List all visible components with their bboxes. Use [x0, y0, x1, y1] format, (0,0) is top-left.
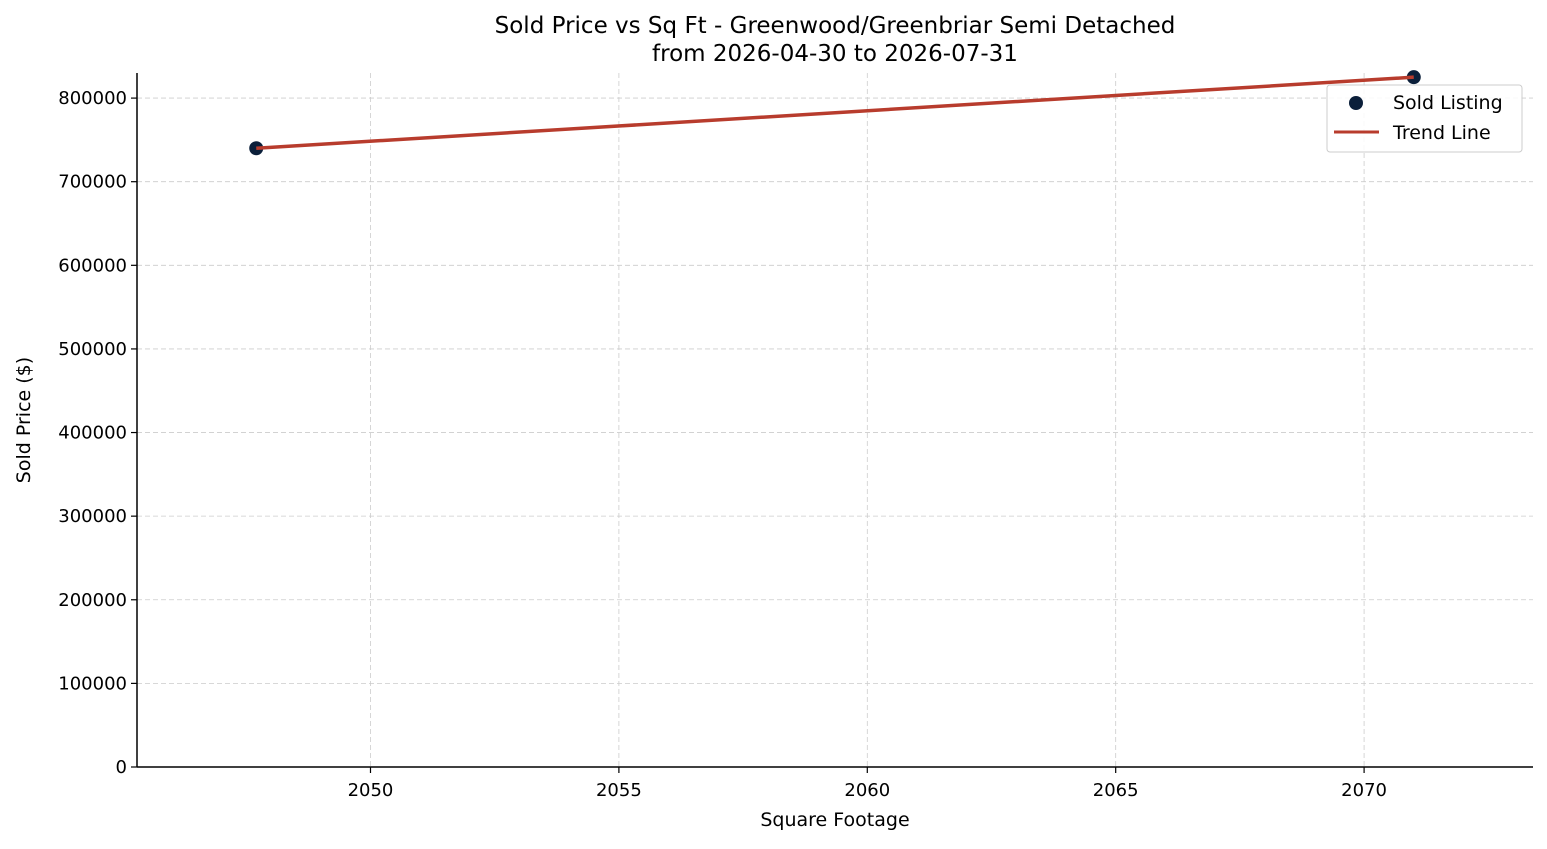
y-tick-label-5: 500000 — [58, 339, 127, 360]
legend-label-trend-line: Trend Line — [1392, 122, 1491, 144]
trend-line — [256, 75, 1414, 150]
x-axis-label: Square Footage — [760, 809, 909, 831]
y-tick-label-8: 800000 — [58, 88, 127, 109]
legend: Sold Listing Trend Line — [1326, 84, 1523, 153]
y-tick-label-3: 300000 — [58, 506, 127, 527]
x-tick-label-4: 2070 — [1341, 780, 1387, 801]
legend-box — [1326, 84, 1523, 153]
chart-title-line-2: from 2026-04-30 to 2026-07-31 — [652, 41, 1018, 67]
x-tick-label-3: 2065 — [1093, 780, 1139, 801]
y-tick-label-1: 100000 — [58, 673, 127, 694]
legend-label-sold-listing: Sold Listing — [1393, 92, 1503, 114]
y-tick-label-4: 400000 — [58, 423, 127, 444]
y-tick-label-0: 0 — [116, 757, 127, 778]
series — [249, 70, 1421, 156]
x-tick-label-0: 2050 — [348, 780, 394, 801]
y-tick-label-6: 600000 — [58, 255, 127, 276]
legend-scatter-marker — [1349, 96, 1363, 110]
x-tick-label-2: 2060 — [844, 780, 890, 801]
x-tick-label-1: 2055 — [596, 780, 642, 801]
axes — [136, 73, 1533, 768]
grid — [137, 73, 1533, 768]
y-tick-label-2: 200000 — [58, 590, 127, 611]
y-axis-label: Sold Price ($) — [13, 357, 35, 483]
chart-title-line-1: Sold Price vs Sq Ft - Greenwood/Greenbri… — [495, 13, 1176, 39]
y-tick-label-7: 700000 — [58, 172, 127, 193]
ticks: 2050 2055 2060 2065 2070 0 100000 200000 300000 4… — [58, 88, 1387, 801]
